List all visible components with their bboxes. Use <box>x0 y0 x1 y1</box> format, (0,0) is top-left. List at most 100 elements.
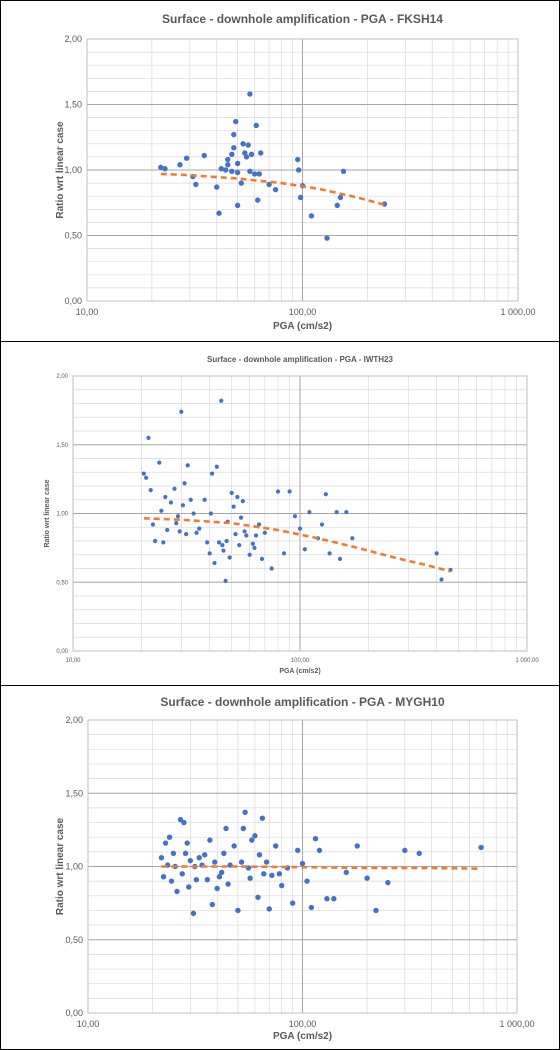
y-tick-label: 0,00 <box>65 1008 83 1018</box>
data-point <box>188 497 193 502</box>
data-point <box>263 859 270 865</box>
data-point <box>249 837 255 843</box>
y-tick-label: 1,00 <box>64 165 82 175</box>
data-point <box>289 900 296 906</box>
y-tick-label: 1,00 <box>65 862 83 872</box>
data-point <box>324 235 330 241</box>
data-point <box>148 488 153 493</box>
data-point <box>350 536 355 541</box>
data-point <box>225 881 231 887</box>
data-point <box>179 409 184 414</box>
data-point <box>202 497 207 502</box>
data-point <box>162 165 168 172</box>
data-point <box>266 906 272 912</box>
data-point <box>234 169 241 176</box>
x-tick-label: 100,00 <box>291 658 310 664</box>
data-point <box>212 560 217 566</box>
data-point <box>269 872 275 878</box>
data-point <box>308 904 315 911</box>
data-point <box>218 869 225 876</box>
chart-iwth23: Surface - downhole amplification - PGA -… <box>44 355 539 675</box>
data-point <box>165 527 170 533</box>
data-point <box>354 843 360 849</box>
data-point <box>251 171 258 177</box>
y-tick-label: 0,00 <box>56 649 68 655</box>
chart-title: Surface - downhole amplification - PGA -… <box>160 695 445 709</box>
trend-line <box>161 865 482 870</box>
data-point <box>222 167 229 173</box>
data-point <box>196 855 202 861</box>
data-point <box>323 492 328 497</box>
data-point <box>253 122 259 129</box>
data-point <box>184 840 190 846</box>
data-point <box>141 471 146 476</box>
data-point <box>402 847 408 854</box>
data-point <box>202 852 208 858</box>
data-point <box>163 494 168 500</box>
data-point <box>216 210 222 216</box>
data-points <box>158 91 388 241</box>
data-point <box>162 840 169 846</box>
data-point <box>308 213 315 219</box>
data-point <box>177 162 183 168</box>
data-point <box>295 847 301 854</box>
x-tick-label: 10,00 <box>77 1019 100 1029</box>
data-point <box>231 131 237 138</box>
y-axis-label: Ratio wrt linear case <box>55 817 66 915</box>
data-point <box>231 843 237 849</box>
data-point <box>240 499 245 504</box>
data-point <box>231 145 237 151</box>
data-point <box>212 859 218 865</box>
data-point <box>340 168 347 175</box>
data-point <box>180 503 186 508</box>
y-tick-label: 2,00 <box>65 715 83 725</box>
data-point <box>343 869 349 876</box>
data-point <box>279 882 285 889</box>
data-point <box>184 532 189 537</box>
data-point <box>185 463 190 468</box>
data-point <box>161 540 166 545</box>
data-point <box>253 533 259 538</box>
y-axis-label: Ratio wrt linear case <box>55 121 66 219</box>
data-point <box>201 152 207 159</box>
grid <box>72 375 528 652</box>
y-tick-label: 0,50 <box>64 231 82 241</box>
data-point <box>223 578 228 583</box>
data-point <box>261 871 267 877</box>
data-point <box>166 834 173 840</box>
data-point <box>144 475 149 480</box>
data-point <box>172 486 177 491</box>
data-point <box>337 556 343 561</box>
data-point <box>210 471 215 476</box>
data-point <box>218 165 225 172</box>
x-axis-label: PGA (cm/s2) <box>273 1031 332 1042</box>
data-point <box>240 141 246 147</box>
data-point <box>331 896 337 902</box>
y-tick-label: 1,50 <box>64 100 82 110</box>
data-point <box>242 529 247 534</box>
data-point <box>344 510 349 515</box>
data-point <box>269 566 274 571</box>
y-tick-label: 1,50 <box>65 788 83 798</box>
data-point <box>478 844 484 851</box>
data-point <box>175 514 181 519</box>
chart-panel-mygh10: Surface - downhole amplification - PGA -… <box>0 686 560 1050</box>
data-point <box>207 837 213 843</box>
data-point <box>190 910 197 917</box>
data-point <box>307 510 312 515</box>
data-point <box>235 494 240 500</box>
data-point <box>287 489 292 494</box>
data-point <box>207 551 212 556</box>
data-point <box>250 541 255 546</box>
data-point <box>234 160 241 167</box>
x-tick-label: 100,00 <box>289 1019 317 1029</box>
data-point <box>225 162 231 168</box>
x-tick-label: 1 000,00 <box>515 658 539 664</box>
chart-fksh14: Surface - downhole amplification - PGA -… <box>55 12 536 332</box>
data-point <box>245 142 251 148</box>
data-point <box>158 855 165 861</box>
data-point <box>327 551 332 556</box>
data-point <box>225 156 231 163</box>
data-point <box>319 522 325 527</box>
data-point <box>316 847 323 854</box>
